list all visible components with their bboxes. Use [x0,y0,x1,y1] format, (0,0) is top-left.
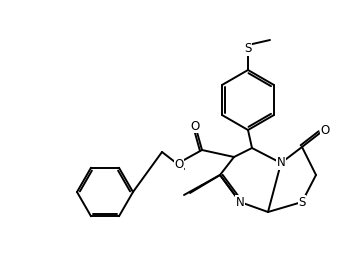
Text: N: N [236,196,244,209]
Text: S: S [298,196,306,209]
Text: O: O [175,157,184,171]
Text: N: N [276,156,285,169]
Text: O: O [320,123,330,137]
Text: O: O [190,119,200,132]
Text: S: S [244,42,252,55]
